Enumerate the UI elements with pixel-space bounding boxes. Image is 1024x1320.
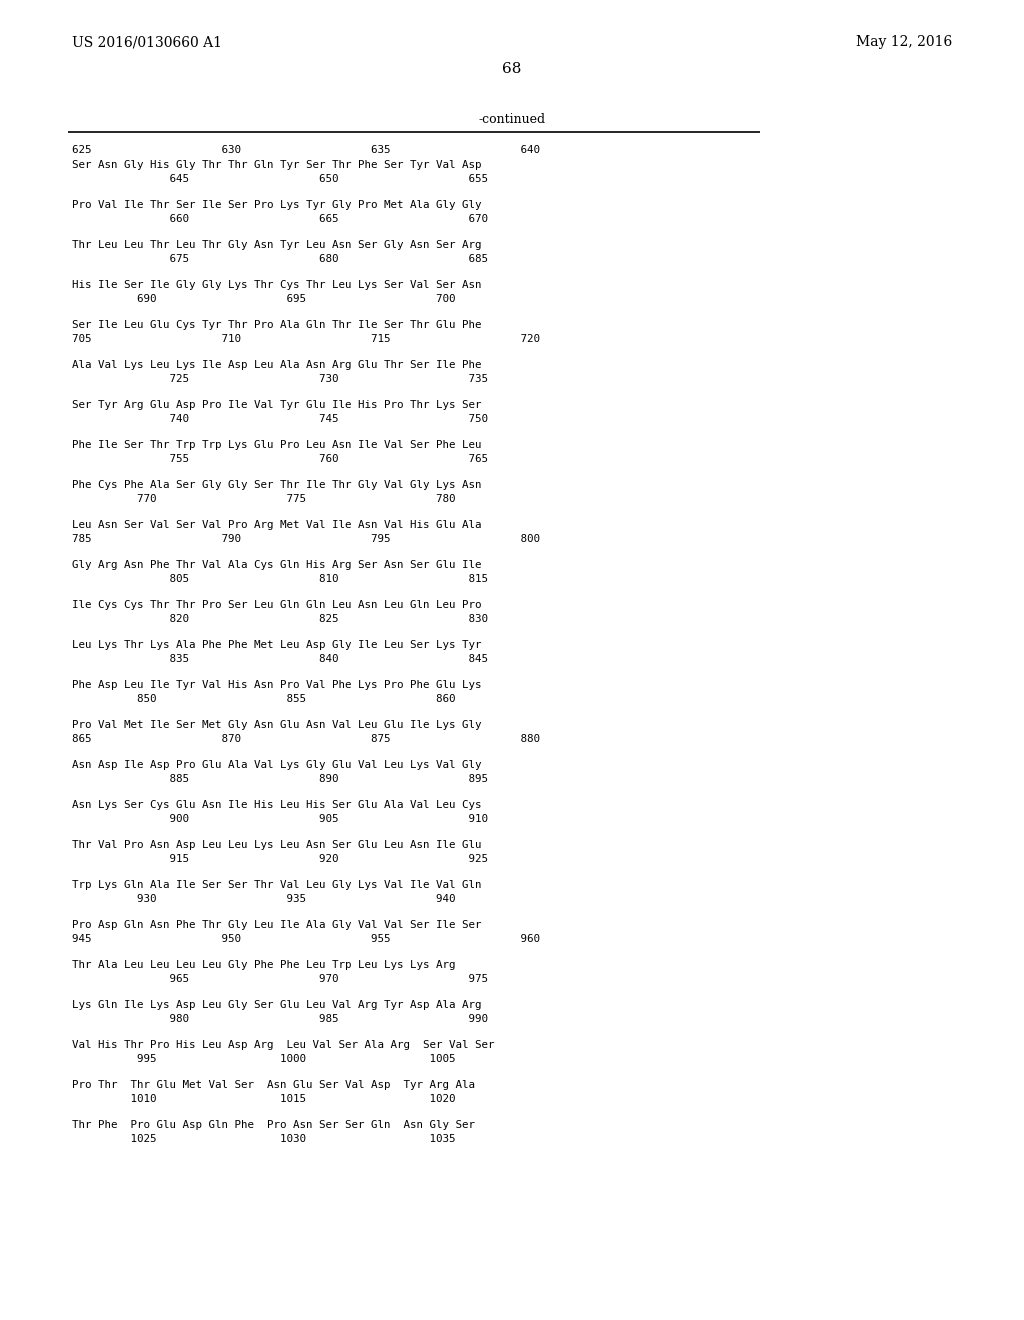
Text: Lys Gln Ile Lys Asp Leu Gly Ser Glu Leu Val Arg Tyr Asp Ala Arg: Lys Gln Ile Lys Asp Leu Gly Ser Glu Leu … (72, 1001, 481, 1011)
Text: 805                    810                    815: 805 810 815 (72, 574, 488, 583)
Text: Ala Val Lys Leu Lys Ile Asp Leu Ala Asn Arg Glu Thr Ser Ile Phe: Ala Val Lys Leu Lys Ile Asp Leu Ala Asn … (72, 360, 481, 371)
Text: 900                    905                    910: 900 905 910 (72, 814, 488, 824)
Text: Phe Asp Leu Ile Tyr Val His Asn Pro Val Phe Lys Pro Phe Glu Lys: Phe Asp Leu Ile Tyr Val His Asn Pro Val … (72, 681, 481, 690)
Text: -continued: -continued (478, 114, 546, 125)
Text: 980                    985                    990: 980 985 990 (72, 1014, 488, 1024)
Text: 1025                   1030                   1035: 1025 1030 1035 (72, 1134, 456, 1144)
Text: 965                    970                    975: 965 970 975 (72, 974, 488, 983)
Text: 930                    935                    940: 930 935 940 (72, 894, 456, 904)
Text: 725                    730                    735: 725 730 735 (72, 374, 488, 384)
Text: 705                    710                    715                    720: 705 710 715 720 (72, 334, 540, 345)
Text: Pro Thr  Thr Glu Met Val Ser  Asn Glu Ser Val Asp  Tyr Arg Ala: Pro Thr Thr Glu Met Val Ser Asn Glu Ser … (72, 1081, 475, 1090)
Text: 785                    790                    795                    800: 785 790 795 800 (72, 535, 540, 544)
Text: 675                    680                    685: 675 680 685 (72, 253, 488, 264)
Text: 660                    665                    670: 660 665 670 (72, 214, 488, 224)
Text: Phe Cys Phe Ala Ser Gly Gly Ser Thr Ile Thr Gly Val Gly Lys Asn: Phe Cys Phe Ala Ser Gly Gly Ser Thr Ile … (72, 480, 481, 491)
Text: Pro Asp Gln Asn Phe Thr Gly Leu Ile Ala Gly Val Val Ser Ile Ser: Pro Asp Gln Asn Phe Thr Gly Leu Ile Ala … (72, 920, 481, 931)
Text: Thr Ala Leu Leu Leu Leu Gly Phe Phe Leu Trp Leu Lys Lys Arg: Thr Ala Leu Leu Leu Leu Gly Phe Phe Leu … (72, 961, 456, 970)
Text: 850                    855                    860: 850 855 860 (72, 694, 456, 704)
Text: 690                    695                    700: 690 695 700 (72, 294, 456, 304)
Text: 915                    920                    925: 915 920 925 (72, 854, 488, 865)
Text: Thr Leu Leu Thr Leu Thr Gly Asn Tyr Leu Asn Ser Gly Asn Ser Arg: Thr Leu Leu Thr Leu Thr Gly Asn Tyr Leu … (72, 240, 481, 251)
Text: 995                   1000                   1005: 995 1000 1005 (72, 1053, 456, 1064)
Text: Ser Tyr Arg Glu Asp Pro Ile Val Tyr Glu Ile His Pro Thr Lys Ser: Ser Tyr Arg Glu Asp Pro Ile Val Tyr Glu … (72, 400, 481, 411)
Text: Ile Cys Cys Thr Thr Pro Ser Leu Gln Gln Leu Asn Leu Gln Leu Pro: Ile Cys Cys Thr Thr Pro Ser Leu Gln Gln … (72, 601, 481, 610)
Text: Pro Val Met Ile Ser Met Gly Asn Glu Asn Val Leu Glu Ile Lys Gly: Pro Val Met Ile Ser Met Gly Asn Glu Asn … (72, 721, 481, 730)
Text: 1010                   1015                   1020: 1010 1015 1020 (72, 1094, 456, 1104)
Text: 770                    775                    780: 770 775 780 (72, 494, 456, 504)
Text: Asn Lys Ser Cys Glu Asn Ile His Leu His Ser Glu Ala Val Leu Cys: Asn Lys Ser Cys Glu Asn Ile His Leu His … (72, 800, 481, 810)
Text: 645                    650                    655: 645 650 655 (72, 174, 488, 183)
Text: Leu Lys Thr Lys Ala Phe Phe Met Leu Asp Gly Ile Leu Ser Lys Tyr: Leu Lys Thr Lys Ala Phe Phe Met Leu Asp … (72, 640, 481, 651)
Text: 835                    840                    845: 835 840 845 (72, 653, 488, 664)
Text: Trp Lys Gln Ala Ile Ser Ser Thr Val Leu Gly Lys Val Ile Val Gln: Trp Lys Gln Ala Ile Ser Ser Thr Val Leu … (72, 880, 481, 891)
Text: Pro Val Ile Thr Ser Ile Ser Pro Lys Tyr Gly Pro Met Ala Gly Gly: Pro Val Ile Thr Ser Ile Ser Pro Lys Tyr … (72, 201, 481, 210)
Text: May 12, 2016: May 12, 2016 (856, 36, 952, 49)
Text: Thr Phe  Pro Glu Asp Gln Phe  Pro Asn Ser Ser Gln  Asn Gly Ser: Thr Phe Pro Glu Asp Gln Phe Pro Asn Ser … (72, 1121, 475, 1130)
Text: 625                    630                    635                    640: 625 630 635 640 (72, 145, 540, 154)
Text: 820                    825                    830: 820 825 830 (72, 614, 488, 624)
Text: 885                    890                    895: 885 890 895 (72, 774, 488, 784)
Text: US 2016/0130660 A1: US 2016/0130660 A1 (72, 36, 222, 49)
Text: 865                    870                    875                    880: 865 870 875 880 (72, 734, 540, 744)
Text: Ser Ile Leu Glu Cys Tyr Thr Pro Ala Gln Thr Ile Ser Thr Glu Phe: Ser Ile Leu Glu Cys Tyr Thr Pro Ala Gln … (72, 321, 481, 330)
Text: Thr Val Pro Asn Asp Leu Leu Lys Leu Asn Ser Glu Leu Asn Ile Glu: Thr Val Pro Asn Asp Leu Leu Lys Leu Asn … (72, 841, 481, 850)
Text: 740                    745                    750: 740 745 750 (72, 414, 488, 424)
Text: His Ile Ser Ile Gly Gly Lys Thr Cys Thr Leu Lys Ser Val Ser Asn: His Ile Ser Ile Gly Gly Lys Thr Cys Thr … (72, 281, 481, 290)
Text: Ser Asn Gly His Gly Thr Thr Gln Tyr Ser Thr Phe Ser Tyr Val Asp: Ser Asn Gly His Gly Thr Thr Gln Tyr Ser … (72, 161, 481, 170)
Text: Asn Asp Ile Asp Pro Glu Ala Val Lys Gly Glu Val Leu Lys Val Gly: Asn Asp Ile Asp Pro Glu Ala Val Lys Gly … (72, 760, 481, 771)
Text: Gly Arg Asn Phe Thr Val Ala Cys Gln His Arg Ser Asn Ser Glu Ile: Gly Arg Asn Phe Thr Val Ala Cys Gln His … (72, 561, 481, 570)
Text: Phe Ile Ser Thr Trp Trp Lys Glu Pro Leu Asn Ile Val Ser Phe Leu: Phe Ile Ser Thr Trp Trp Lys Glu Pro Leu … (72, 441, 481, 450)
Text: 755                    760                    765: 755 760 765 (72, 454, 488, 465)
Text: 68: 68 (503, 62, 521, 77)
Text: Val His Thr Pro His Leu Asp Arg  Leu Val Ser Ala Arg  Ser Val Ser: Val His Thr Pro His Leu Asp Arg Leu Val … (72, 1040, 495, 1051)
Text: 945                    950                    955                    960: 945 950 955 960 (72, 935, 540, 944)
Text: Leu Asn Ser Val Ser Val Pro Arg Met Val Ile Asn Val His Glu Ala: Leu Asn Ser Val Ser Val Pro Arg Met Val … (72, 520, 481, 531)
